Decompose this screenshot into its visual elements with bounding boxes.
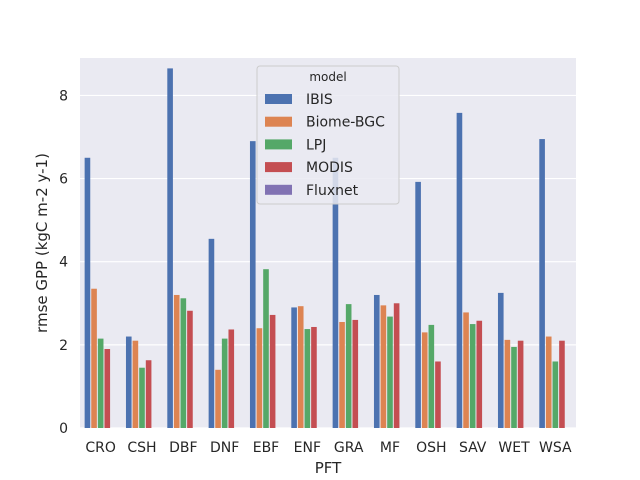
y-tick-label: 6 [59,172,68,188]
x-tick-label: DNF [210,440,239,456]
y-axis-ticks: 0 2 4 6 8 [59,88,68,437]
legend-swatch [265,116,292,127]
bar-modis-cro [104,349,111,428]
bar-lpj-enf [304,329,311,428]
legend-entry: MODIS [306,160,353,176]
bar-biome-bgc-ebf [256,328,263,428]
legend-title: model [309,70,346,84]
bar-modis-gra [352,319,359,428]
bar-ibis-wet [497,292,504,428]
bar-modis-sav [476,320,483,428]
y-tick-label: 0 [59,421,68,437]
legend-swatch [265,94,292,104]
bar-lpj-gra [345,304,352,428]
bar-biome-bgc-enf [297,306,304,428]
legend-swatch [265,184,292,195]
legend-entry: LPJ [306,137,326,153]
bar-biome-bgc-dnf [215,369,221,428]
y-tick-label: 2 [59,338,68,354]
bar-ibis-csh [125,336,132,428]
x-tick-label: SAV [459,440,487,456]
x-tick-label: GRA [334,440,364,456]
legend: model IBIS Biome-BGC LPJ MODIS Fluxnet [256,65,400,205]
bar-biome-bgc-gra [339,321,345,428]
bar-modis-dnf [228,329,235,428]
bars [84,68,565,429]
bar-modis-ebf [269,314,276,428]
legend-swatch [265,162,292,173]
bar-biome-bgc-cro [91,288,97,428]
bar-lpj-csh [139,367,145,428]
bar-modis-enf [311,326,317,428]
x-axis-ticks: CRO CSH DBF DNF EBF ENF GRA MF OSH SAV WET WSA [85,440,572,456]
bar-ibis-wsa [539,139,545,428]
bar-biome-bgc-dbf [173,294,180,428]
y-tick-label: 4 [59,255,68,271]
bar-lpj-sav [469,324,476,428]
bar-biome-bgc-wsa [545,336,552,428]
x-tick-label: WET [498,440,530,456]
bar-lpj-dnf [221,338,228,428]
bar-ibis-enf [291,307,297,428]
legend-frame [256,65,400,205]
bar-biome-bgc-wet [504,339,511,428]
bar-modis-mf [393,303,400,428]
bar-ibis-ebf [249,141,256,429]
x-axis-label: PFT [315,459,342,477]
x-tick-label: MF [380,440,400,456]
bar-ibis-cro [84,157,91,429]
bar-lpj-mf [387,316,393,428]
bar-lpj-dbf [180,298,187,428]
bar-lpj-cro [97,338,104,428]
x-tick-label: EBF [253,440,280,456]
bar-ibis-mf [373,294,380,428]
bar-lpj-ebf [263,269,269,428]
x-tick-label: OSH [416,440,446,456]
bar-lpj-wet [511,346,517,428]
x-tick-label: ENF [294,440,321,456]
legend-swatch [265,139,292,150]
bar-modis-dbf [187,310,193,428]
bar-lpj-wsa [552,361,559,428]
y-axis-label: rmse GPP (kgC m-2 y-1) [33,153,51,333]
x-tick-label: CRO [85,440,116,456]
bar-ibis-dnf [208,238,215,428]
y-tick-label: 8 [59,88,68,104]
x-tick-label: DBF [169,440,197,456]
legend-entry: Biome-BGC [306,115,385,131]
bar-biome-bgc-osh [421,332,428,428]
bar-biome-bgc-csh [132,340,139,428]
bar-ibis-sav [456,112,463,428]
bar-ibis-gra [332,157,339,429]
bar-modis-osh [435,361,441,428]
bar-modis-wsa [559,340,565,428]
bar-modis-csh [145,360,152,428]
legend-entry: IBIS [306,92,333,108]
x-tick-label: WSA [539,440,572,456]
bar-biome-bgc-mf [380,305,387,428]
bar-lpj-osh [428,324,435,428]
bar-ibis-osh [415,181,421,428]
x-tick-label: CSH [127,440,156,456]
bar-biome-bgc-sav [463,312,469,428]
legend-entry: Fluxnet [306,183,359,199]
bar-ibis-dbf [167,68,173,429]
bar-modis-wet [517,340,524,428]
